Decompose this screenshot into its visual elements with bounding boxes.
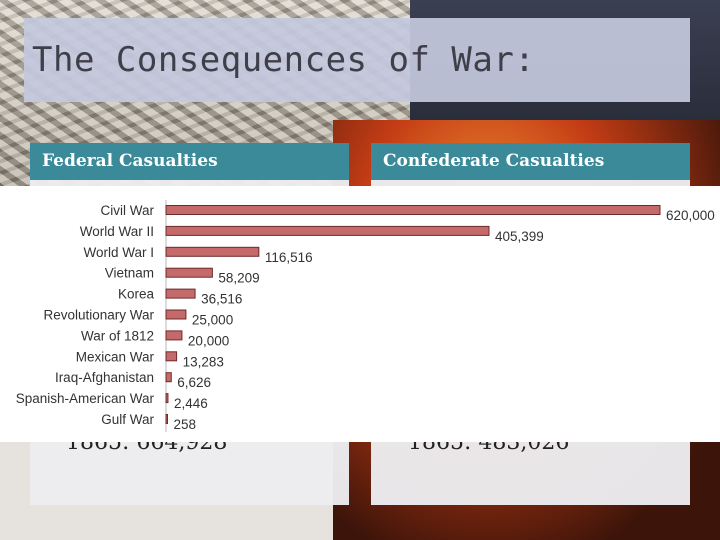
bar xyxy=(165,267,213,278)
value-label: 13,283 xyxy=(183,354,224,369)
bar xyxy=(165,351,178,362)
value-label: 116,516 xyxy=(265,250,313,265)
value-label: 36,516 xyxy=(201,292,242,307)
category-label: Spanish-American War xyxy=(16,391,155,406)
value-label: 20,000 xyxy=(188,333,229,348)
value-label: 258 xyxy=(174,417,197,432)
bar xyxy=(165,372,172,383)
bar xyxy=(165,309,187,320)
bar xyxy=(165,225,490,236)
category-label: Revolutionary War xyxy=(43,308,154,323)
bar xyxy=(165,414,168,424)
title-box xyxy=(24,18,690,102)
value-label: 2,446 xyxy=(174,396,208,411)
war-casualties-bar-chart: Civil War 620,000 World War II 405,399 World… xyxy=(16,200,715,432)
value-label: 25,000 xyxy=(192,313,233,328)
federal-casualties-header: Federal Casualties xyxy=(30,143,349,180)
category-label: Gulf War xyxy=(101,412,154,427)
slide-title: The Consequences of War: xyxy=(32,40,536,80)
bar xyxy=(165,288,196,299)
bar xyxy=(165,205,661,215)
category-label: Civil War xyxy=(101,203,155,218)
bar xyxy=(165,330,183,341)
category-label: World War I xyxy=(83,245,154,260)
bar xyxy=(165,393,169,404)
category-label: World War II xyxy=(80,224,154,239)
category-label: Korea xyxy=(118,287,155,302)
category-label: Mexican War xyxy=(76,349,155,364)
category-label: Vietnam xyxy=(105,266,154,281)
category-label: Iraq-Afghanistan xyxy=(55,370,154,385)
war-casualties-chart-panel: Civil War 620,000 World War II 405,399 World… xyxy=(0,186,720,442)
category-label: War of 1812 xyxy=(81,328,154,343)
value-label: 58,209 xyxy=(218,271,259,286)
value-label: 620,000 xyxy=(666,208,715,223)
value-label: 6,626 xyxy=(177,375,211,390)
bar xyxy=(165,246,260,257)
value-label: 405,399 xyxy=(495,229,544,244)
confederate-casualties-header: Confederate Casualties xyxy=(371,143,690,180)
